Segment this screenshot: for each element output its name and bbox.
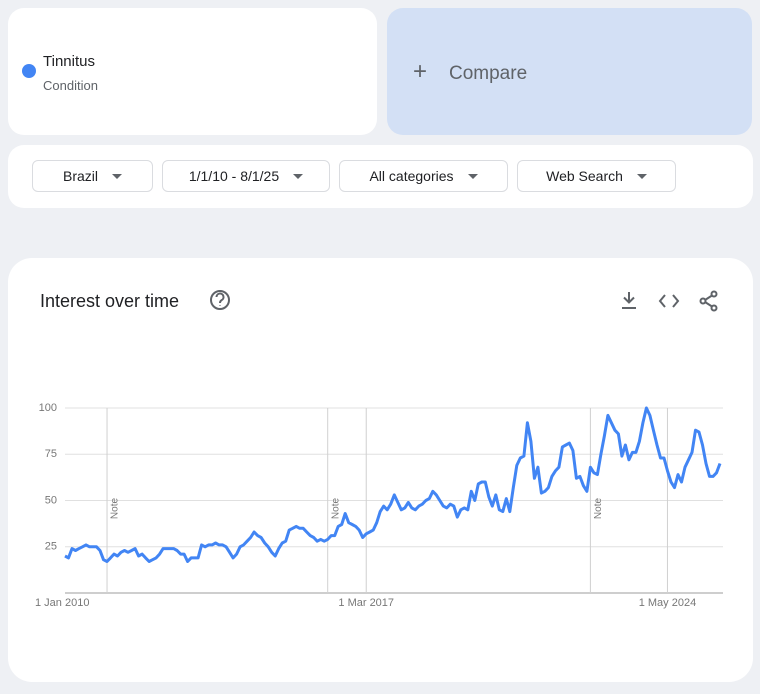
caret — [293, 173, 304, 179]
filter-label: Brazil — [62, 168, 98, 184]
y-tick-label: 25 — [45, 541, 57, 553]
term-card[interactable]: Tinnitus Condition — [8, 8, 377, 135]
compare-card[interactable]: + Compare — [387, 8, 752, 135]
note-label: Note — [110, 498, 121, 520]
note-label: Note — [593, 498, 604, 520]
x-tick-label: 1 Mar 2017 — [338, 597, 394, 609]
caret — [467, 173, 478, 179]
filter-label: All categories — [369, 168, 454, 184]
caret — [636, 173, 647, 179]
term-type: Condition — [43, 78, 98, 93]
filter-bar — [8, 145, 753, 208]
help-icon[interactable] — [210, 290, 230, 310]
x-tick-label: 1 Jan 2010 — [35, 597, 89, 609]
filter-label: Web Search — [546, 168, 623, 184]
term: Tinnitus — [43, 53, 95, 70]
icons — [210, 290, 718, 312]
y-tick-label: 75 — [45, 448, 57, 460]
download-icon[interactable] — [622, 292, 636, 309]
help-mark — [215, 292, 225, 306]
plus-icon: + — [413, 58, 428, 85]
filter[interactable]: All categories — [339, 160, 508, 192]
term-dot — [22, 64, 36, 78]
chart-card: Interest over time — [8, 258, 753, 682]
series-line — [64, 406, 722, 563]
compare-label: Compare — [449, 63, 528, 84]
caret — [112, 173, 122, 179]
x-tick-label: 1 May 2024 — [639, 597, 696, 609]
note-label: Note — [330, 498, 341, 520]
filter[interactable]: Brazil — [32, 160, 153, 192]
filter-label: 1/1/10 - 8/1/25 — [188, 168, 280, 184]
share-icon[interactable] — [699, 290, 718, 312]
embed-icon[interactable] — [658, 294, 680, 308]
filter[interactable]: Web Search — [517, 160, 676, 192]
filter[interactable]: 1/1/10 - 8/1/25 — [162, 160, 330, 192]
chart-title: Interest over time — [40, 291, 180, 311]
y-tick-label: 100 — [39, 402, 57, 414]
y-tick-label: 50 — [45, 494, 57, 506]
